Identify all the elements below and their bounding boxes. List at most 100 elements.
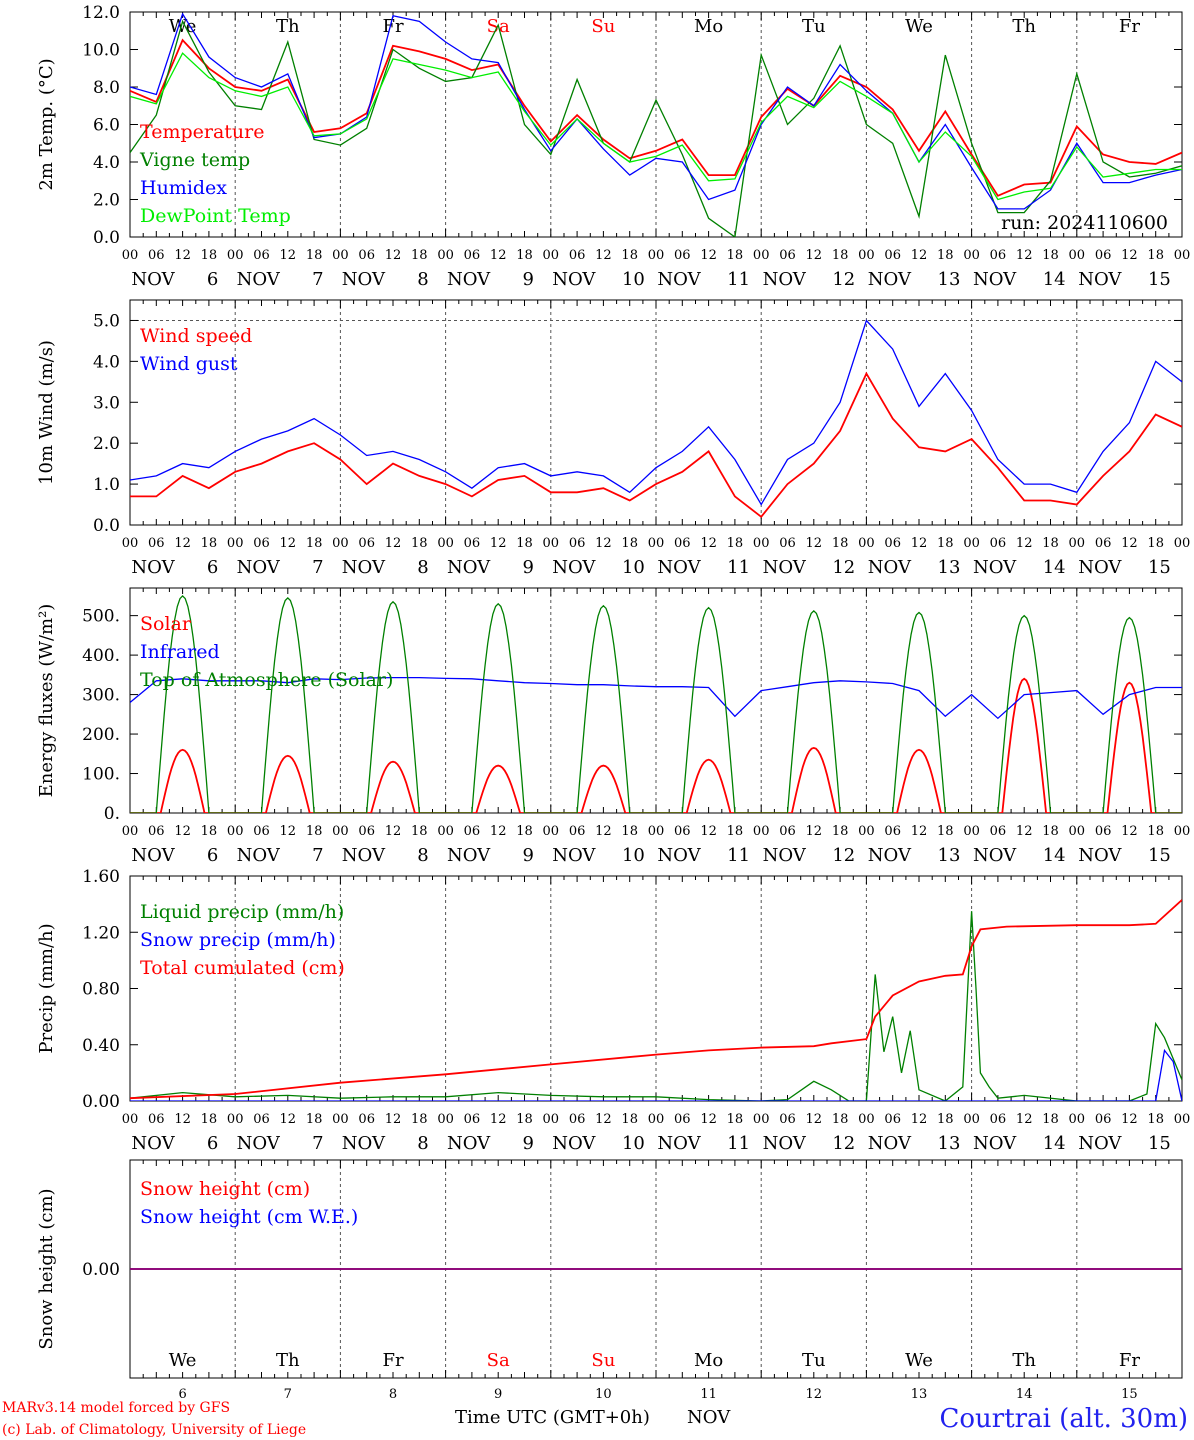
x-hour-tick-label: 12 xyxy=(595,536,612,551)
x-day-number: 15 xyxy=(1148,269,1171,290)
legend-entry: Snow height (cm) xyxy=(140,1178,310,1200)
x-hour-tick-label: 12 xyxy=(911,536,928,551)
x-hour-tick-label: 06 xyxy=(253,536,270,551)
y-tick-label: 200. xyxy=(82,725,120,745)
y-tick-label: 0.0 xyxy=(93,516,120,536)
x-hour-tick-label: 12 xyxy=(595,1112,612,1127)
x-month-label: NOV xyxy=(131,1133,175,1154)
x-month-label: NOV xyxy=(131,269,175,290)
x-hour-tick-label: 18 xyxy=(621,248,638,263)
x-day-number: 12 xyxy=(832,1133,855,1154)
x-hour-tick-label: 00 xyxy=(963,1112,980,1127)
x-hour-tick-label: 12 xyxy=(1016,248,1033,263)
x-day-number: 12 xyxy=(832,845,855,866)
x-day-number: 14 xyxy=(1043,269,1066,290)
day-of-week-label: Su xyxy=(591,1350,615,1371)
x-hour-tick-label: 18 xyxy=(727,1112,744,1127)
x-hour-tick-label: 12 xyxy=(280,248,297,263)
x-hour-tick-label: 06 xyxy=(358,1112,375,1127)
x-day-number: 13 xyxy=(938,1133,961,1154)
day-of-week-label: Th xyxy=(1012,16,1036,37)
x-hour-tick-label: 06 xyxy=(990,1112,1007,1127)
y-tick-label: 100. xyxy=(82,765,120,785)
x-hour-tick-label: 00 xyxy=(753,536,770,551)
x-hour-tick-label: 06 xyxy=(884,1112,901,1127)
x-hour-labels: 00 06 12 18 00 06 12 18 00 06 12 18 00 06 12 18 00 06 12 18… xyxy=(122,1112,1191,1154)
x-hour-tick-label: 00 xyxy=(858,536,875,551)
x-month-label: NOV xyxy=(1078,845,1122,866)
x-hour-tick-label: 00 xyxy=(1069,1112,1086,1127)
x-hour-tick-label: 00 xyxy=(753,824,770,839)
x-day-number: 10 xyxy=(622,845,645,866)
x-hour-tick-label: 12 xyxy=(700,824,717,839)
day-of-week-label: Th xyxy=(276,16,300,37)
day-of-week-label: Mo xyxy=(694,16,723,37)
month-label: NOV xyxy=(687,1407,731,1428)
x-month-label: NOV xyxy=(237,557,281,578)
x-day-number: 13 xyxy=(938,557,961,578)
x-hour-tick-label: 00 xyxy=(543,248,560,263)
y-tick-label: 0.40 xyxy=(82,1036,120,1056)
x-hour-tick-label: 18 xyxy=(1147,536,1164,551)
x-hour-tick-label: 00 xyxy=(648,824,665,839)
x-minor-ticks xyxy=(129,588,1183,813)
x-hour-tick-label: 06 xyxy=(464,536,481,551)
x-month-label: NOV xyxy=(1078,1133,1122,1154)
y-tick-label: 1.0 xyxy=(93,475,120,495)
y-tick-label: 1.60 xyxy=(82,867,120,887)
x-hour-tick-label: 18 xyxy=(621,1112,638,1127)
x-day-number: 10 xyxy=(622,557,645,578)
x-month-label: NOV xyxy=(868,557,912,578)
x-month-label: NOV xyxy=(973,269,1017,290)
x-hour-tick-label: 06 xyxy=(779,824,796,839)
x-day-number: 8 xyxy=(417,557,428,578)
x-hour-tick-label: 06 xyxy=(148,1112,165,1127)
x-hour-tick-label: 00 xyxy=(543,824,560,839)
panel-4: 0.00 0.40 0.80 1.20 1.60 Precip (mm/h) 00 06 12 1… xyxy=(36,867,1190,1154)
x-hour-tick-label: 18 xyxy=(1147,248,1164,263)
x-hour-tick-label: 12 xyxy=(280,824,297,839)
x-hour-tick-label: 00 xyxy=(963,824,980,839)
x-hour-tick-label: 12 xyxy=(806,824,823,839)
x-hour-tick-label: 00 xyxy=(332,248,349,263)
day-of-week-label: We xyxy=(905,16,933,37)
x-hour-tick-label: 12 xyxy=(490,536,507,551)
x-hour-tick-label: 18 xyxy=(1042,1112,1059,1127)
x-hour-tick-label: 06 xyxy=(148,824,165,839)
x-hour-tick-label: 06 xyxy=(358,824,375,839)
x-hour-tick-label: 00 xyxy=(1174,536,1191,551)
x-month-label: NOV xyxy=(237,845,281,866)
legend-entry: Wind speed xyxy=(140,325,252,347)
x-hour-tick-label: 18 xyxy=(1042,248,1059,263)
x-hour-tick-label: 00 xyxy=(648,1112,665,1127)
x-month-label: NOV xyxy=(763,269,807,290)
y-tick-label: 300. xyxy=(82,686,120,706)
x-month-label: NOV xyxy=(131,845,175,866)
y-tick-label: 0.80 xyxy=(82,980,120,1000)
x-hour-tick-label: 00 xyxy=(227,536,244,551)
x-hour-tick-label: 00 xyxy=(437,536,454,551)
x-day-number: 9 xyxy=(522,1133,533,1154)
x-hour-tick-label: 18 xyxy=(306,248,323,263)
x-hour-tick-label: 06 xyxy=(990,824,1007,839)
day-of-week-label: Tu xyxy=(802,1350,826,1371)
x-day-number: 15 xyxy=(1148,845,1171,866)
x-hour-tick-label: 00 xyxy=(437,248,454,263)
x-hour-tick-label: 00 xyxy=(332,824,349,839)
x-hour-tick-label: 06 xyxy=(884,536,901,551)
y-tick-label: 0. xyxy=(104,804,120,824)
series-line-vigne-temp xyxy=(130,19,1182,237)
x-month-label: NOV xyxy=(1078,557,1122,578)
x-minor-ticks xyxy=(129,1160,1183,1378)
x-day-number: 7 xyxy=(312,1133,323,1154)
x-hour-tick-label: 00 xyxy=(963,248,980,263)
x-hour-tick-label: 06 xyxy=(674,248,691,263)
x-day-number: 6 xyxy=(207,1133,218,1154)
legend-entry: Solar xyxy=(140,613,192,635)
x-hour-tick-label: 06 xyxy=(464,1112,481,1127)
x-hour-tick-label: 18 xyxy=(832,824,849,839)
y-tick-label: 500. xyxy=(82,607,120,627)
x-hour-tick-label: 00 xyxy=(753,1112,770,1127)
x-month-label: NOV xyxy=(131,557,175,578)
x-hour-tick-label: 00 xyxy=(122,824,139,839)
